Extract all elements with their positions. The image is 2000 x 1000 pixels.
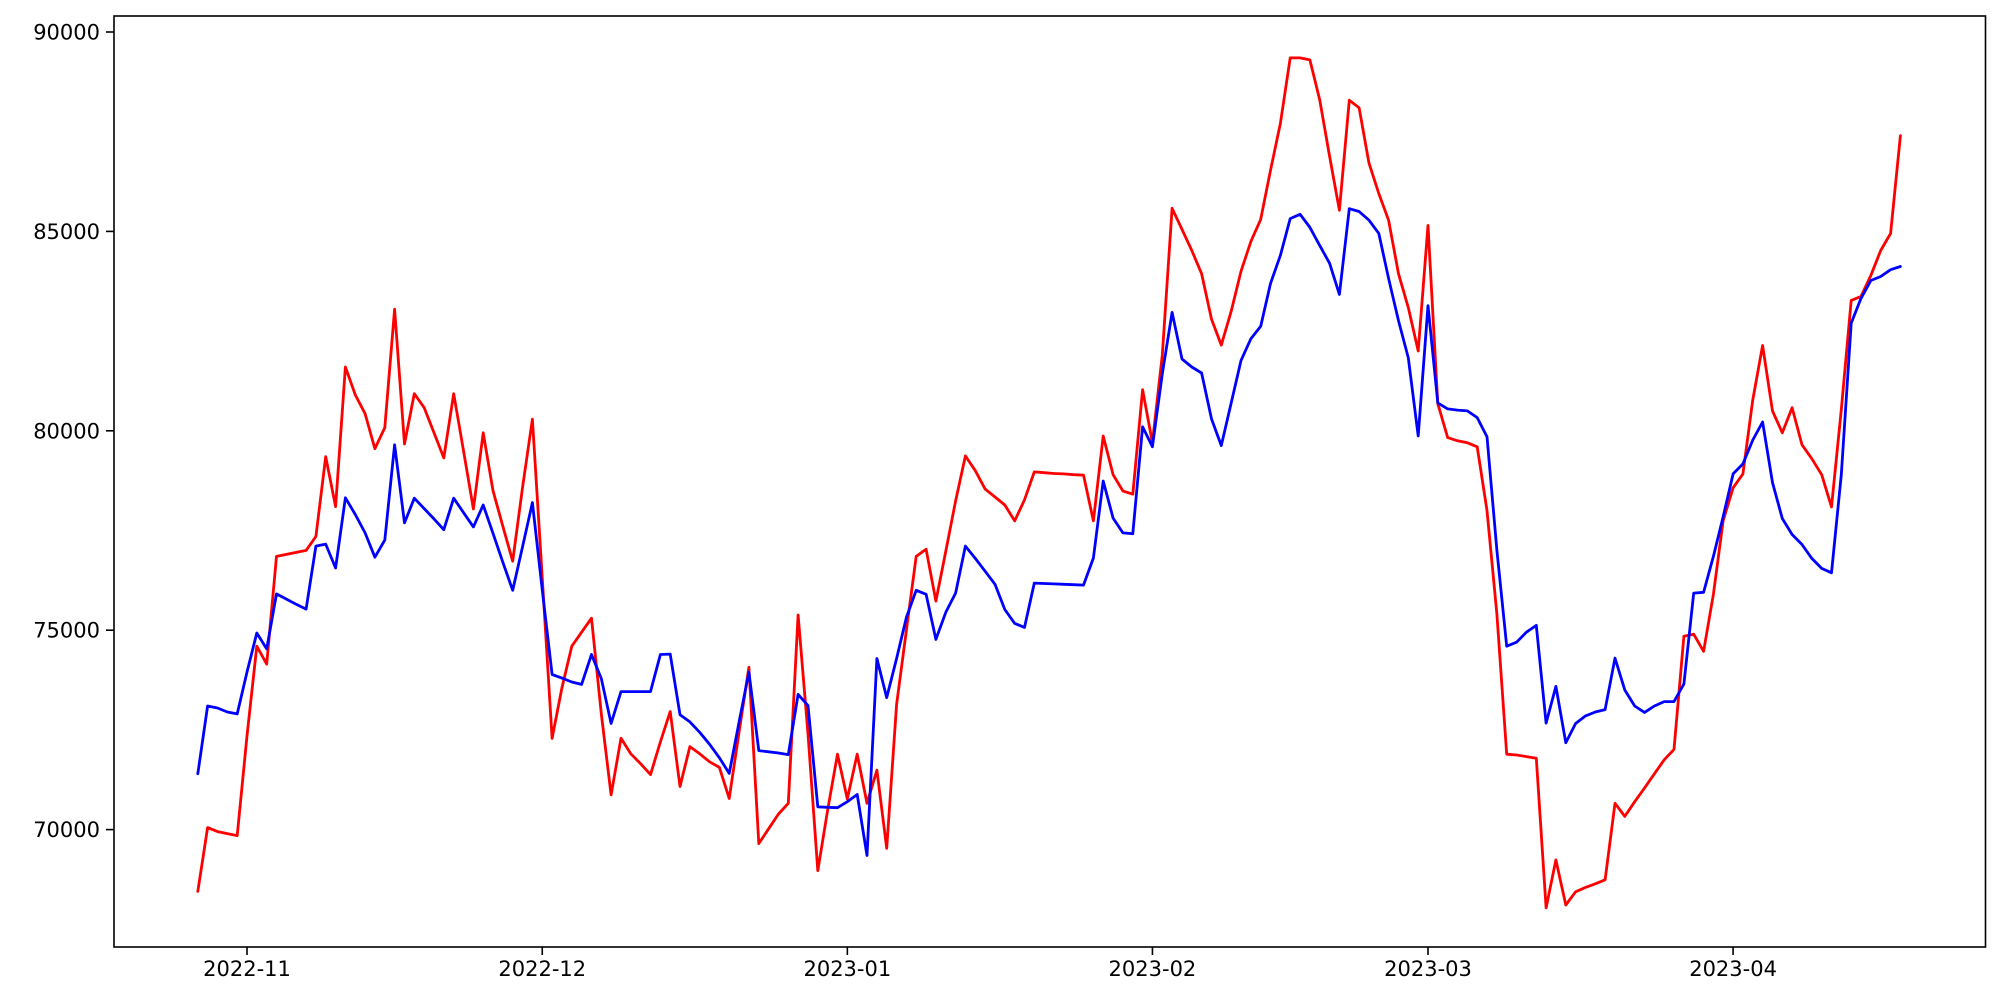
y-tick-label: 80000	[33, 419, 100, 443]
axes-frame	[113, 15, 1987, 948]
y-tick-label: 75000	[33, 619, 100, 643]
y-tick-label: 85000	[33, 220, 100, 244]
x-tick-label: 2022-12	[498, 957, 586, 981]
x-tick-label: 2023-04	[1689, 957, 1777, 981]
red-series-line	[196, 56, 1902, 910]
x-tick-label: 2023-01	[803, 957, 891, 981]
x-tick-label: 2023-02	[1109, 957, 1197, 981]
y-tick-label: 90000	[33, 21, 100, 45]
y-tick-label: 70000	[33, 818, 100, 842]
x-tick-label: 2022-11	[203, 957, 291, 981]
x-tick-label: 2023-03	[1384, 957, 1472, 981]
blue-series-line	[196, 207, 1902, 857]
